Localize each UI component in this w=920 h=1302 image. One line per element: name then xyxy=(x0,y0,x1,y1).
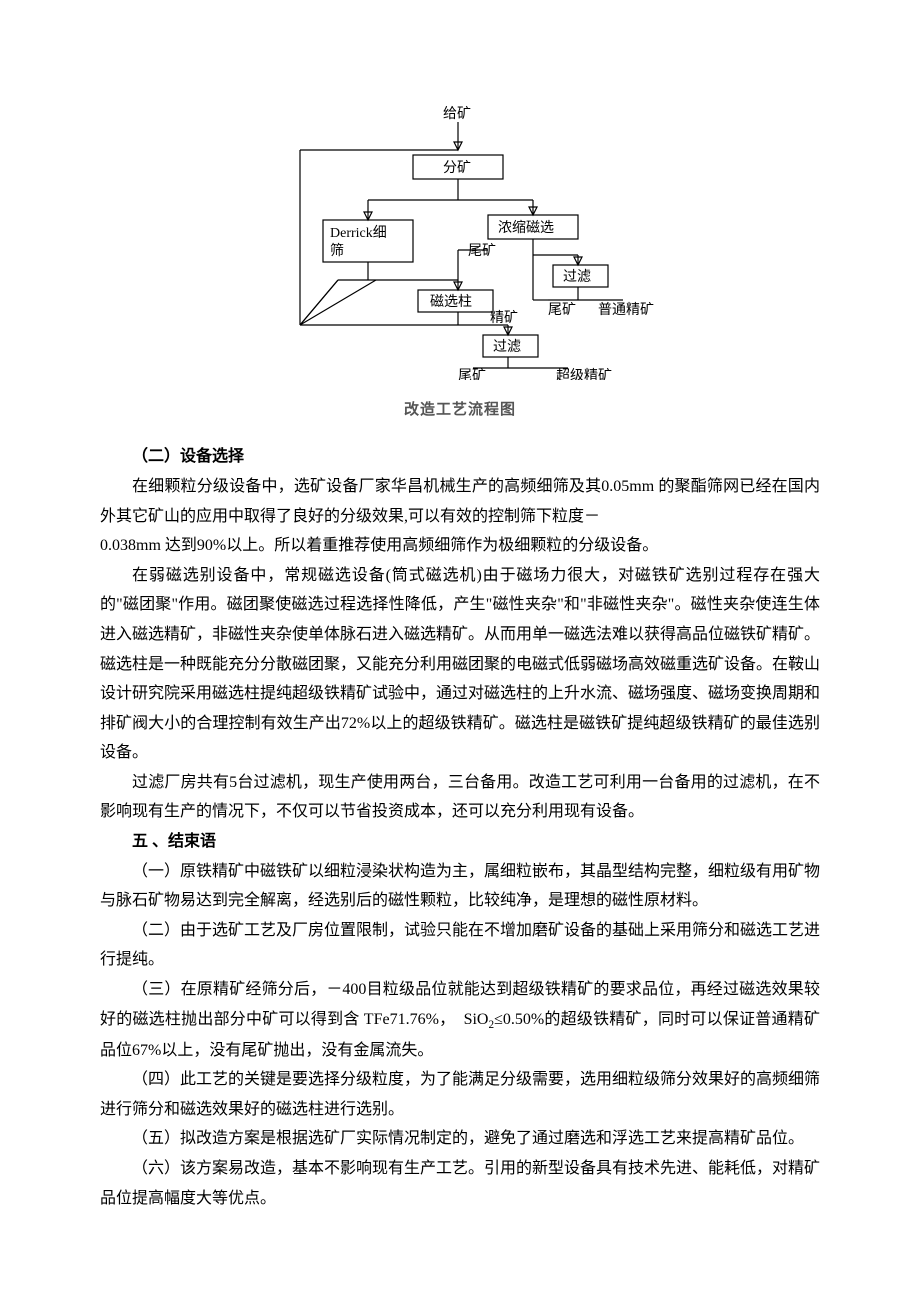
flowchart-container: 给矿 分矿 Derrick细 筛 xyxy=(100,100,820,424)
flowchart-diagram: 给矿 分矿 Derrick细 筛 xyxy=(258,100,663,424)
label-super-conc: 超级精矿 xyxy=(556,368,612,380)
conclusion-item-6: （六）该方案易改造，基本不影响现有生产工艺。引用的新型设备具有技术先进、能耗低，… xyxy=(100,1154,820,1213)
label-fine-ore: 精矿 xyxy=(490,310,518,326)
label-normal-conc: 普通精矿 xyxy=(598,302,654,318)
body-text: （二）设备选择 在细颗粒分级设备中，选矿设备厂家华昌机械生产的高频细筛及其0.0… xyxy=(100,442,820,1213)
para-equip-1a: 在细颗粒分级设备中，选矿设备厂家华昌机械生产的高频细筛及其0.05mm 的聚酯筛… xyxy=(100,472,820,531)
conclusion-item-2: （二）由于选矿工艺及厂房位置限制，试验只能在不增加磨矿设备的基础上采用筛分和磁选… xyxy=(100,916,820,975)
heading-conclusion: 五 、结束语 xyxy=(132,833,216,850)
label-tailings-1: 尾矿 xyxy=(468,243,496,259)
node-split: 分矿 xyxy=(443,160,471,176)
diagram-caption: 改造工艺流程图 xyxy=(258,397,663,425)
heading-equip-select: （二）设备选择 xyxy=(132,448,244,465)
node-filter-2: 过滤 xyxy=(493,339,521,355)
node-mag-column: 磁选柱 xyxy=(430,294,472,310)
node-derrick-1: Derrick细 xyxy=(330,225,387,241)
node-feed: 给矿 xyxy=(443,106,471,122)
conclusion-item-3: （三）在原精矿经筛分后，－400目粒级品位就能达到超级铁精矿的要求品位，再经过磁… xyxy=(100,975,820,1065)
conclusion-item-1: （一）原铁精矿中磁铁矿以细粒浸染状构造为主，属细粒嵌布，其晶型结构完整，细粒级有… xyxy=(100,857,820,916)
label-tailings-2: 尾矿 xyxy=(548,302,576,318)
label-tailings-3: 尾矿 xyxy=(458,368,486,380)
para-equip-3: 过滤厂房共有5台过滤机，现生产使用两台，三台备用。改造工艺可利用一台备用的过滤机… xyxy=(100,768,820,827)
node-filter-1: 过滤 xyxy=(563,269,591,285)
node-derrick-2: 筛 xyxy=(330,243,344,259)
conclusion-item-4: （四）此工艺的关键是要选择分级粒度，为了能满足分级需要，选用细粒级筛分效果好的高… xyxy=(100,1065,820,1124)
para-equip-2: 在弱磁选别设备中，常规磁选设备(筒式磁选机)由于磁场力很大，对磁铁矿选别过程存在… xyxy=(100,561,820,768)
node-conc-mag: 浓缩磁选 xyxy=(498,220,554,236)
conclusion-item-5: （五）拟改造方案是根据选矿厂实际情况制定的，避免了通过磨选和浮选工艺来提高精矿品… xyxy=(100,1124,820,1154)
para-equip-1b: 0.038mm 达到90%以上。所以着重推荐使用高频细筛作为极细颗粒的分级设备。 xyxy=(100,531,820,561)
